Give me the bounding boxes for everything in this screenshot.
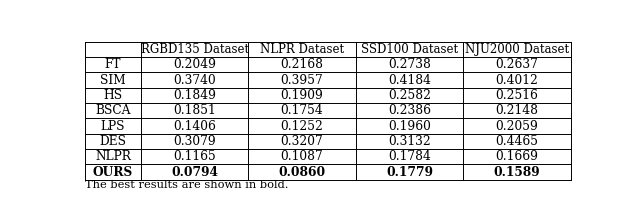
Text: FT: FT [105, 58, 121, 71]
Text: 0.3957: 0.3957 [280, 74, 323, 87]
Text: 0.1960: 0.1960 [388, 120, 431, 133]
Text: 0.1669: 0.1669 [495, 150, 539, 163]
Text: SSD100 Dataset: SSD100 Dataset [361, 43, 458, 56]
Text: NJU2000 Dataset: NJU2000 Dataset [465, 43, 569, 56]
Text: 0.1087: 0.1087 [280, 150, 323, 163]
Text: 0.4465: 0.4465 [495, 135, 539, 148]
Text: 0.2582: 0.2582 [388, 89, 431, 102]
Text: 0.2738: 0.2738 [388, 58, 431, 71]
Text: 0.1252: 0.1252 [280, 120, 323, 133]
Text: SIM: SIM [100, 74, 126, 87]
Text: 0.1406: 0.1406 [173, 120, 216, 133]
Text: 0.0860: 0.0860 [278, 166, 326, 179]
Text: 0.3079: 0.3079 [173, 135, 216, 148]
Text: 0.1779: 0.1779 [386, 166, 433, 179]
Text: 0.1165: 0.1165 [173, 150, 216, 163]
Text: BSCA: BSCA [95, 104, 131, 117]
Text: 0.2148: 0.2148 [495, 104, 539, 117]
Text: 0.1589: 0.1589 [494, 166, 540, 179]
Text: OURS: OURS [93, 166, 133, 179]
Text: 0.2637: 0.2637 [495, 58, 538, 71]
Text: 0.4184: 0.4184 [388, 74, 431, 87]
Text: 0.0794: 0.0794 [171, 166, 218, 179]
Text: LPS: LPS [100, 120, 125, 133]
Text: The best results are shown in bold.: The best results are shown in bold. [85, 180, 289, 190]
Text: 0.3740: 0.3740 [173, 74, 216, 87]
Text: 0.1754: 0.1754 [280, 104, 323, 117]
Text: 0.2049: 0.2049 [173, 58, 216, 71]
Text: HS: HS [103, 89, 122, 102]
Text: 0.2386: 0.2386 [388, 104, 431, 117]
Text: 0.2516: 0.2516 [495, 89, 538, 102]
Text: 0.1909: 0.1909 [280, 89, 323, 102]
Text: NLPR Dataset: NLPR Dataset [260, 43, 344, 56]
Text: NLPR: NLPR [95, 150, 131, 163]
Text: 0.1784: 0.1784 [388, 150, 431, 163]
Text: DES: DES [99, 135, 127, 148]
Text: 0.2168: 0.2168 [280, 58, 323, 71]
Text: 0.1851: 0.1851 [173, 104, 216, 117]
Text: 0.3207: 0.3207 [280, 135, 323, 148]
Text: 0.4012: 0.4012 [495, 74, 538, 87]
Text: 0.2059: 0.2059 [495, 120, 538, 133]
Text: RGBD135 Dataset: RGBD135 Dataset [141, 43, 248, 56]
Text: 0.3132: 0.3132 [388, 135, 431, 148]
Text: 0.1849: 0.1849 [173, 89, 216, 102]
